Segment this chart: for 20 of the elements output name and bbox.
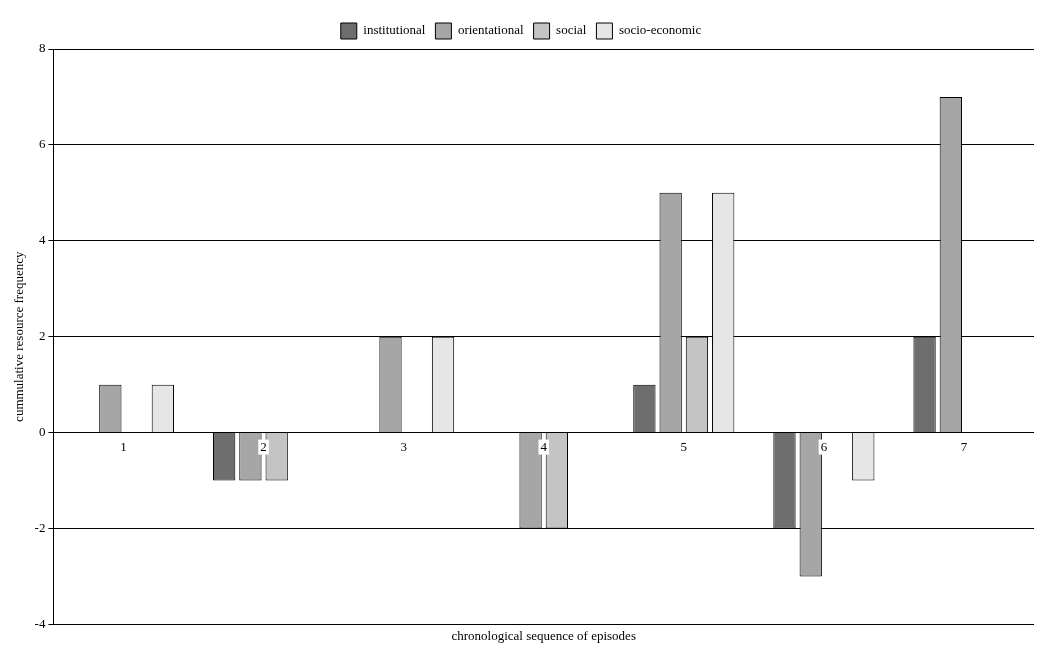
x-tick-label: 7 <box>960 438 968 454</box>
x-tick-label: 6 <box>820 438 828 454</box>
legend-label: social <box>556 22 587 38</box>
x-tick-label: 2 <box>260 438 267 454</box>
x-axis-title: chronological sequence of episodes <box>451 627 636 643</box>
y-tick-label: -4 <box>34 615 46 631</box>
y-tick-label: 0 <box>38 424 46 440</box>
legend-label: socio-economic <box>618 22 702 38</box>
y-tick-label: -2 <box>34 519 46 535</box>
y-axis-title: cummulative resource frequency <box>11 251 27 422</box>
legend-label: institutional <box>363 22 426 38</box>
x-tick-label: 5 <box>680 438 688 454</box>
y-tick-label: 6 <box>38 136 46 152</box>
x-tick-label: 4 <box>540 438 548 454</box>
y-tick-label: 4 <box>38 232 46 248</box>
x-tick-label: 1 <box>120 438 127 454</box>
y-tick-label: 2 <box>38 328 46 344</box>
y-tick-label: 8 <box>38 40 46 56</box>
x-tick-label: 3 <box>400 438 407 454</box>
legend-label: orientational <box>457 22 524 38</box>
